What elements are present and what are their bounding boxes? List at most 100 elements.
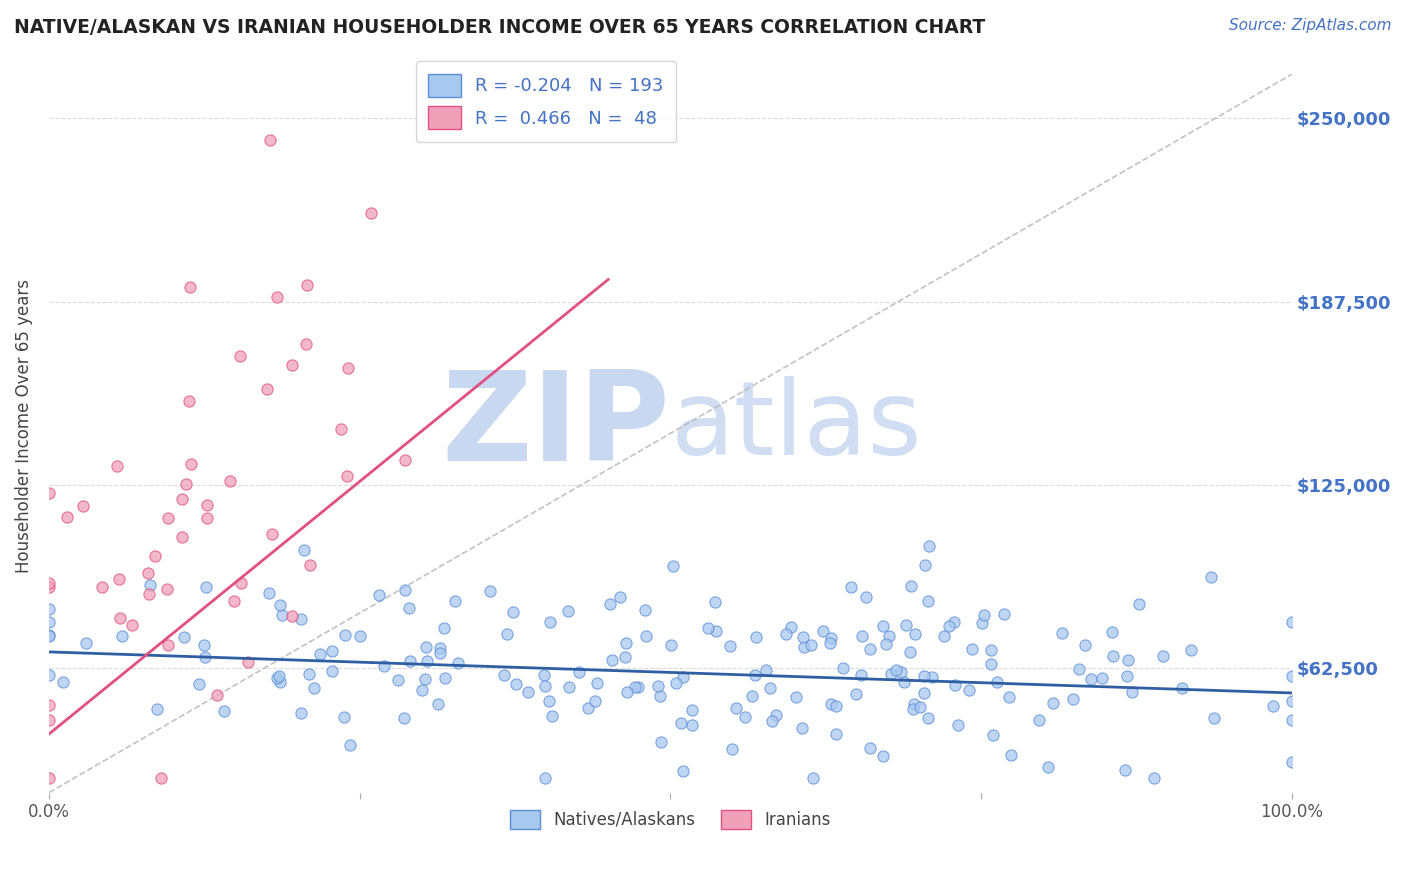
Point [121, 617, 143, 632]
Point [290, 611, 312, 625]
Point [195, 511, 218, 525]
Point [297, 667, 319, 681]
Point [72, 499, 94, 513]
Point [1000, 748, 1022, 763]
Point [636, 629, 658, 643]
Point [195, 498, 218, 512]
Point [912, 668, 935, 682]
Point [1281, 755, 1303, 769]
Point [194, 649, 217, 664]
Text: ZIP: ZIP [441, 366, 671, 487]
Point [665, 675, 688, 690]
Point [538, 615, 561, 629]
Point [997, 690, 1019, 705]
Point [502, 605, 524, 619]
Point [329, 422, 352, 436]
Point [725, 701, 748, 715]
Point [845, 687, 868, 701]
Point [1101, 624, 1123, 639]
Point [267, 669, 290, 683]
Point [1118, 653, 1140, 667]
Point [1101, 649, 1123, 664]
Point [903, 697, 925, 711]
Point [1204, 711, 1226, 725]
Point [755, 663, 778, 677]
Point [704, 595, 727, 609]
Point [1281, 713, 1303, 727]
Point [427, 697, 450, 711]
Point [321, 644, 343, 658]
Point [228, 349, 250, 363]
Point [839, 580, 862, 594]
Point [139, 578, 162, 592]
Point [600, 653, 623, 667]
Point [55, 510, 77, 524]
Point [1042, 697, 1064, 711]
Point [1028, 714, 1050, 728]
Point [811, 624, 834, 638]
Point [851, 629, 873, 643]
Point [533, 667, 555, 681]
Point [557, 604, 579, 618]
Point [801, 771, 824, 785]
Point [558, 680, 581, 694]
Point [52, 674, 75, 689]
Point [38, 713, 60, 727]
Point [266, 290, 288, 304]
Point [912, 686, 935, 700]
Point [599, 597, 621, 611]
Point [105, 459, 128, 474]
Point [259, 133, 281, 147]
Point [290, 706, 312, 720]
Point [1281, 669, 1303, 683]
Point [901, 702, 924, 716]
Point [333, 628, 356, 642]
Point [859, 741, 882, 756]
Point [659, 638, 682, 652]
Point [172, 530, 194, 544]
Point [38, 628, 60, 642]
Point [236, 655, 259, 669]
Point [832, 661, 855, 675]
Point [792, 630, 814, 644]
Point [616, 685, 638, 699]
Point [336, 468, 359, 483]
Point [613, 650, 636, 665]
Point [1114, 763, 1136, 777]
Point [890, 665, 912, 679]
Point [269, 599, 291, 613]
Point [886, 664, 908, 678]
Point [38, 615, 60, 629]
Point [443, 594, 465, 608]
Point [399, 654, 422, 668]
Point [145, 702, 167, 716]
Point [138, 587, 160, 601]
Point [108, 572, 131, 586]
Point [269, 674, 291, 689]
Point [718, 639, 741, 653]
Point [496, 627, 519, 641]
Point [704, 624, 727, 639]
Point [387, 673, 409, 687]
Point [790, 721, 813, 735]
Point [398, 600, 420, 615]
Point [195, 580, 218, 594]
Point [270, 607, 292, 622]
Point [1036, 760, 1059, 774]
Point [918, 539, 941, 553]
Point [681, 717, 703, 731]
Point [662, 558, 685, 573]
Point [136, 566, 159, 580]
Point [1170, 681, 1192, 695]
Point [173, 630, 195, 644]
Point [986, 674, 1008, 689]
Point [894, 618, 917, 632]
Point [734, 709, 756, 723]
Point [932, 629, 955, 643]
Point [880, 666, 903, 681]
Point [193, 638, 215, 652]
Legend: Natives/Alaskans, Iranians: Natives/Alaskans, Iranians [503, 803, 837, 836]
Point [373, 659, 395, 673]
Point [157, 511, 180, 525]
Point [256, 382, 278, 396]
